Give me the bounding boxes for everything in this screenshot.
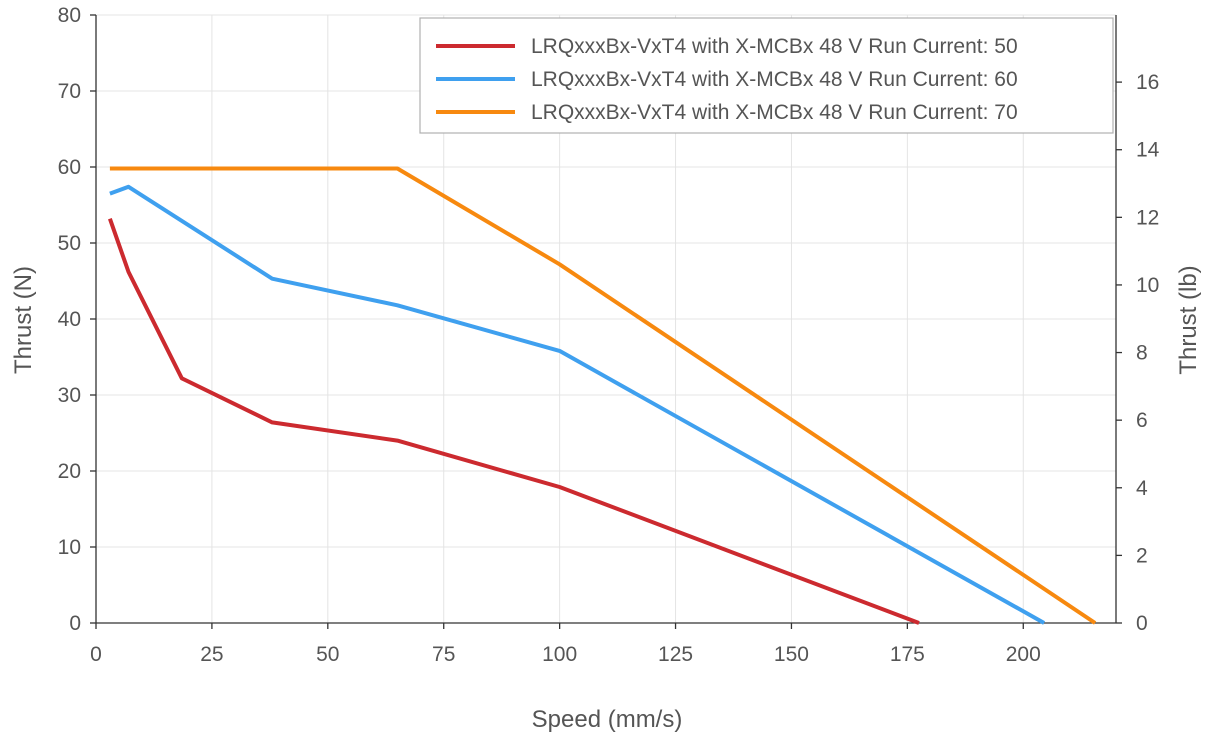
x-axis-title: Speed (mm/s): [532, 706, 683, 733]
x-tick-label: 50: [316, 643, 339, 666]
legend-label: LRQxxxBx-VxT4 with X-MCBx 48 V Run Curre…: [531, 101, 1018, 124]
y-tick-label: 70: [58, 80, 81, 103]
series-line-1: [108, 218, 920, 625]
legend-label: LRQxxxBx-VxT4 with X-MCBx 48 V Run Curre…: [531, 35, 1018, 58]
y2-tick-label: 6: [1136, 409, 1148, 432]
y2-tick-label: 16: [1136, 71, 1159, 94]
series-line-3: [109, 166, 1097, 625]
y2-axis-title: Thrust (lb): [1175, 265, 1202, 374]
x-tick-label: 0: [90, 643, 102, 666]
x-tick-label: 25: [200, 643, 223, 666]
y-tick-label: 40: [58, 308, 81, 331]
series-line-2: [109, 184, 1046, 625]
y2-tick-label: 0: [1136, 612, 1148, 635]
legend-box: [419, 17, 1114, 134]
y-tick-label: 60: [58, 156, 81, 179]
y-tick-label: 20: [58, 460, 81, 483]
y2-tick-label: 12: [1136, 206, 1159, 229]
y-tick-label: 0: [69, 612, 81, 635]
y-tick-label: 80: [58, 4, 81, 27]
y-tick-label: 30: [58, 384, 81, 407]
x-tick-label: 125: [658, 643, 693, 666]
ticks: 0 25 50 75 100 125 150 175 200 0 10 20 30 40 50 60 70 80 0…: [58, 4, 1160, 666]
y-tick-label: 50: [58, 232, 81, 255]
x-tick-label: 150: [774, 643, 809, 666]
y2-tick-label: 8: [1136, 342, 1148, 365]
y-tick-label: 10: [58, 536, 81, 559]
y2-tick-label: 2: [1136, 544, 1148, 567]
y2-tick-label: 14: [1136, 139, 1160, 162]
legend: LRQxxxBx-VxT4 with X-MCBx 48 V Run Curre…: [419, 17, 1114, 134]
x-tick-label: 175: [890, 643, 925, 666]
x-tick-label: 75: [432, 643, 455, 666]
y2-tick-label: 4: [1136, 477, 1148, 500]
series: [108, 166, 1097, 625]
y-axis-title: Thrust (N): [10, 266, 37, 374]
x-tick-label: 100: [542, 643, 577, 666]
x-tick-label: 200: [1006, 643, 1041, 666]
legend-label: LRQxxxBx-VxT4 with X-MCBx 48 V Run Curre…: [531, 68, 1018, 91]
y2-tick-label: 10: [1136, 274, 1159, 297]
